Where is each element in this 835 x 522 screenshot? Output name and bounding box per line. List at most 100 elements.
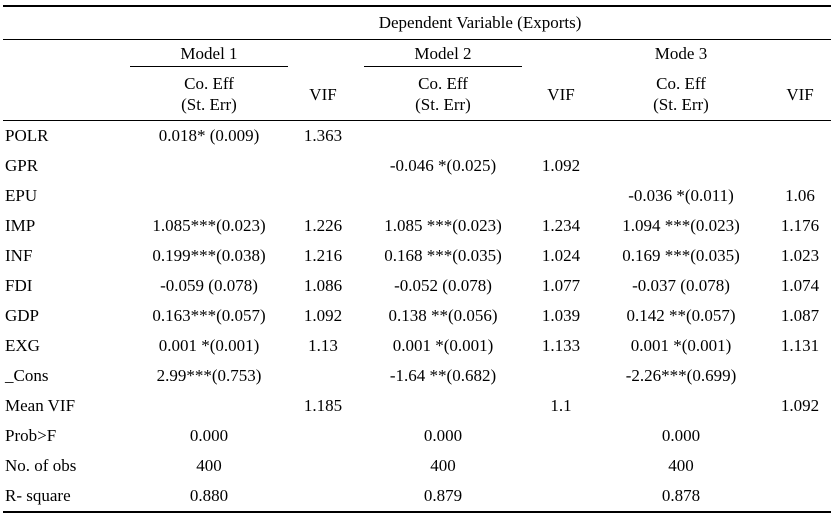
model-2-coef-cell bbox=[357, 121, 529, 152]
model-1-coef-cell: 400 bbox=[196, 456, 222, 475]
model-3-coef-cell: 1.094 ***(0.023) bbox=[622, 216, 740, 235]
header-stub bbox=[3, 40, 129, 69]
model-1-vif-cell: 1.363 bbox=[303, 126, 343, 145]
model-3-coef-cell: 0.878 bbox=[593, 481, 769, 513]
model-2-vif-cell: 1.092 bbox=[541, 156, 581, 175]
model-3-coef-cell bbox=[593, 151, 769, 181]
model-1-label: Model 1 bbox=[130, 42, 288, 67]
model-3-coef-cell: -0.037 (0.078) bbox=[632, 276, 730, 295]
model-3-coef-cell: -2.26***(0.699) bbox=[625, 366, 737, 385]
model-2-vif-cell bbox=[529, 121, 593, 152]
header-gap bbox=[769, 40, 831, 69]
model-3-vif-cell: 1.074 bbox=[780, 276, 820, 295]
model-2-vif-cell bbox=[529, 451, 593, 481]
model-2-coef-cell: 0.001 *(0.001) bbox=[392, 336, 494, 355]
model-3-coef-cell: 0.142 **(0.057) bbox=[626, 306, 736, 325]
model-2-coef-cell: -0.052 (0.078) bbox=[394, 276, 492, 295]
vif-header-2: VIF bbox=[529, 68, 593, 121]
table-row: FDI -0.059 (0.078) 1.086 -0.052 (0.078) 1.07… bbox=[3, 271, 831, 301]
model-2-coef-cell bbox=[357, 391, 529, 421]
model-3-coef-cell bbox=[593, 121, 769, 152]
model-1-vif-cell: 1.216 bbox=[303, 246, 343, 265]
model-2-vif-cell bbox=[529, 181, 593, 211]
model-1-coef-cell bbox=[129, 181, 289, 211]
row-label: EXG bbox=[5, 336, 40, 355]
regression-table: Dependent Variable (Exports) Model 1 Mod… bbox=[3, 5, 832, 513]
row-label: GDP bbox=[5, 306, 40, 325]
model-2-coef-cell: -1.64 **(0.682) bbox=[389, 366, 497, 385]
header-stub bbox=[3, 5, 129, 40]
model-3-coef-cell: 400 bbox=[668, 456, 694, 475]
coef-label: Co. Eff bbox=[184, 74, 234, 93]
table-row: POLR 0.018* (0.009) 1.363 bbox=[3, 121, 831, 152]
coef-header-1: Co. Eff (St. Err) bbox=[129, 68, 289, 121]
stderr-label: (St. Err) bbox=[653, 95, 709, 114]
model-1-vif-cell bbox=[289, 481, 357, 513]
row-label: Prob>F bbox=[5, 426, 57, 445]
row-label: INF bbox=[5, 246, 33, 265]
model-3-vif-cell: 1.087 bbox=[780, 306, 820, 325]
stderr-label: (St. Err) bbox=[181, 95, 237, 114]
row-label: GPR bbox=[5, 156, 39, 175]
table-row: Mean VIF 1.185 1.1 1.092 bbox=[3, 391, 831, 421]
model-1-header: Model 1 bbox=[129, 40, 289, 69]
model-2-coef-cell: 0.879 bbox=[357, 481, 529, 513]
model-1-coef-cell: 0.880 bbox=[129, 481, 289, 513]
model-1-coef-cell: 0.199***(0.038) bbox=[152, 246, 266, 265]
row-label: POLR bbox=[5, 126, 49, 145]
model-2-vif-cell bbox=[529, 361, 593, 391]
model-1-vif-cell: 1.226 bbox=[303, 216, 343, 235]
row-label: Mean VIF bbox=[5, 396, 76, 415]
model-1-vif-cell bbox=[289, 421, 357, 451]
model-3-coef-cell bbox=[593, 391, 769, 421]
table-row: Prob>F 0.000 0.000 0.000 bbox=[3, 421, 831, 451]
model-3-vif-cell bbox=[769, 361, 831, 391]
model-2-coef-cell: -0.046 *(0.025) bbox=[389, 156, 497, 175]
table-row: EPU -0.036 *(0.011) 1.06 bbox=[3, 181, 831, 211]
model-2-vif-cell bbox=[529, 421, 593, 451]
table-row: R- square 0.880 0.879 0.878 bbox=[3, 481, 832, 513]
vif-header-1: VIF bbox=[289, 68, 357, 121]
model-2-coef-cell bbox=[357, 181, 529, 211]
model-3-vif-cell: 1.176 bbox=[780, 216, 820, 235]
model-3-label: Mode 3 bbox=[654, 44, 708, 63]
coef-header-3: Co. Eff (St. Err) bbox=[593, 68, 769, 121]
table-row: EXG 0.001 *(0.001) 1.13 0.001 *(0.001) 1.133… bbox=[3, 331, 831, 361]
model-1-vif-cell: 1.185 bbox=[303, 396, 343, 415]
coef-label: Co. Eff bbox=[656, 74, 706, 93]
model-2-label: Model 2 bbox=[364, 42, 522, 67]
model-2-vif-cell: 1.039 bbox=[541, 306, 581, 325]
model-2-vif-cell: 1.077 bbox=[541, 276, 581, 295]
model-2-vif-cell: 1.024 bbox=[541, 246, 581, 265]
coef-header-2: Co. Eff (St. Err) bbox=[357, 68, 529, 121]
header-stub bbox=[3, 68, 129, 121]
model-2-coef-cell: 1.085 ***(0.023) bbox=[384, 216, 502, 235]
model-1-coef-cell: -0.059 (0.078) bbox=[160, 276, 258, 295]
model-3-vif-cell: 1.023 bbox=[780, 246, 820, 265]
model-2-coef-cell: 0.168 ***(0.035) bbox=[384, 246, 502, 265]
model-3-vif-cell bbox=[769, 481, 832, 513]
model-1-vif-cell bbox=[289, 151, 357, 181]
model-2-vif-cell: 1.1 bbox=[550, 396, 572, 415]
model-1-vif-cell bbox=[289, 451, 357, 481]
model-2-vif-cell: 1.234 bbox=[541, 216, 581, 235]
model-2-vif-cell: 1.133 bbox=[541, 336, 581, 355]
model-1-vif-cell: 1.13 bbox=[308, 336, 338, 355]
header-gap bbox=[289, 40, 357, 69]
model-1-coef-cell bbox=[129, 151, 289, 181]
model-1-coef-cell: 0.001 *(0.001) bbox=[158, 336, 260, 355]
model-1-coef-cell: 0.000 bbox=[189, 426, 229, 445]
model-1-vif-cell: 1.086 bbox=[303, 276, 343, 295]
model-1-coef-cell: 0.163***(0.057) bbox=[152, 306, 266, 325]
model-2-vif-cell bbox=[529, 481, 593, 513]
model-3-vif-cell bbox=[769, 451, 831, 481]
stderr-label: (St. Err) bbox=[415, 95, 471, 114]
model-2-coef-cell: 0.000 bbox=[423, 426, 463, 445]
model-3-vif-cell bbox=[769, 121, 831, 152]
coef-label: Co. Eff bbox=[418, 74, 468, 93]
model-3-vif-cell: 1.092 bbox=[780, 396, 820, 415]
table-row: IMP 1.085***(0.023) 1.226 1.085 ***(0.023) 1… bbox=[3, 211, 831, 241]
model-3-coef-cell: 0.001 *(0.001) bbox=[630, 336, 732, 355]
model-3-vif-cell: 1.06 bbox=[785, 186, 815, 205]
